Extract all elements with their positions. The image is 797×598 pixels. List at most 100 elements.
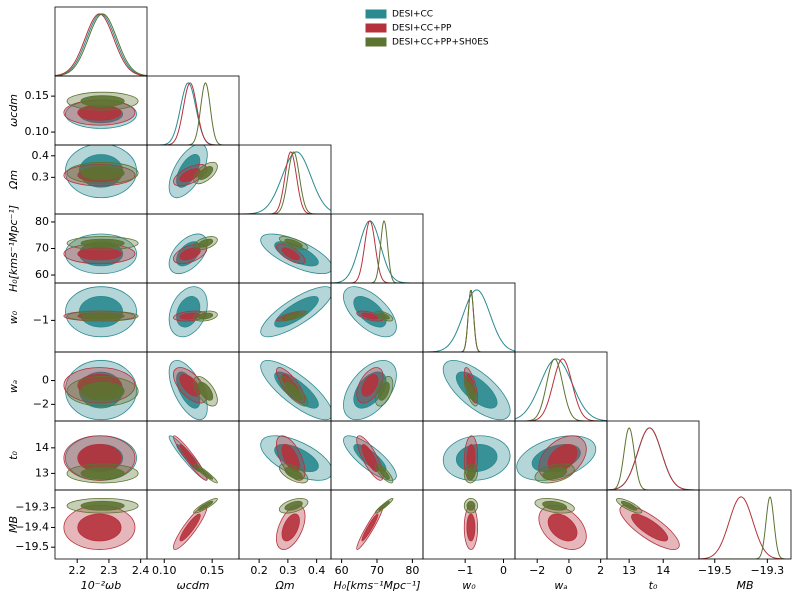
panel [343, 435, 397, 484]
contour [179, 513, 201, 542]
panel [260, 360, 331, 421]
panel [168, 360, 218, 421]
y-axis-label: wₐ [7, 380, 20, 393]
panel [63, 498, 139, 550]
density-curve [699, 496, 791, 559]
x-axis-label: t₀ [649, 579, 658, 592]
y-tick-label: −19.5 [15, 540, 49, 553]
y-tick-label: −19.3 [15, 501, 49, 514]
y-tick-label: 0.10 [25, 125, 50, 138]
x-tick-label: 2 [597, 564, 604, 577]
panel [423, 289, 515, 352]
panel-frame [146, 75, 240, 146]
panel [331, 220, 423, 283]
contour [378, 500, 390, 511]
panel [260, 435, 331, 484]
x-tick-label: 13 [622, 564, 636, 577]
contour [80, 238, 125, 248]
y-axis-label: H₀[kms⁻¹Mpc⁻¹] [7, 205, 20, 292]
panel [55, 13, 147, 76]
density-curve [147, 82, 239, 145]
x-tick-label: 80 [405, 564, 419, 577]
density-curve [55, 13, 147, 76]
y-tick-label: −1 [33, 313, 49, 326]
x-axis-label: Ωm [274, 579, 294, 592]
panel [343, 360, 397, 421]
legend-label: DESI+CC+PP+SH0ES [392, 38, 489, 48]
contour [542, 500, 568, 511]
x-axis-label: ωcdm [177, 579, 210, 592]
contour [197, 312, 214, 320]
panel [463, 498, 478, 550]
y-axis-label: t₀ [7, 451, 20, 460]
legend-swatch [365, 23, 387, 33]
x-tick-label: 14 [656, 564, 670, 577]
contour [80, 312, 125, 320]
panel [168, 286, 218, 338]
y-tick-label: 70 [35, 242, 49, 255]
density-curve [699, 496, 791, 559]
contour [281, 247, 300, 261]
contour [361, 374, 379, 397]
panel [168, 435, 218, 484]
panel [260, 286, 331, 338]
contour [378, 467, 390, 480]
contour [197, 500, 214, 511]
panel [63, 360, 139, 421]
panel [239, 151, 331, 214]
contour [631, 513, 669, 542]
x-tick-label: −19.3 [750, 564, 784, 577]
contour [80, 467, 125, 480]
panel [442, 435, 511, 484]
panel [168, 145, 218, 199]
density-curve [423, 290, 515, 352]
density-curve [515, 358, 607, 421]
contour [466, 513, 476, 542]
panel [356, 498, 394, 550]
panel [260, 233, 331, 275]
y-tick-label: 0.3 [32, 170, 50, 183]
y-tick-label: 0.15 [25, 89, 50, 102]
panel [147, 82, 239, 145]
contour [197, 166, 214, 180]
panel [276, 498, 309, 550]
contour [80, 500, 125, 511]
y-tick-label: 60 [35, 268, 49, 281]
panel [63, 145, 139, 199]
density-curve [607, 427, 699, 490]
y-tick-label: 13 [35, 466, 49, 479]
density-curve [239, 151, 331, 214]
density-curve [607, 427, 699, 490]
x-tick-label: 0 [565, 564, 572, 577]
density-curve [55, 13, 147, 76]
contour [284, 381, 303, 401]
contour [281, 513, 300, 542]
contour [80, 166, 125, 180]
panel [168, 233, 218, 275]
x-tick-label: 0.3 [279, 564, 297, 577]
x-tick-label: 60 [335, 564, 349, 577]
panel-frame [422, 282, 516, 353]
panel [63, 435, 139, 484]
legend-label: DESI+CC [392, 10, 433, 20]
x-tick-label: 0.2 [250, 564, 268, 577]
panel [616, 498, 680, 550]
contour [361, 312, 379, 320]
density-curve [607, 427, 699, 490]
y-tick-label: 14 [35, 441, 49, 454]
contour [378, 312, 390, 320]
panel [63, 91, 139, 129]
density-curve [239, 151, 331, 214]
x-axis-label: w₀ [462, 579, 476, 592]
legend: DESI+CC DESI+CC+PP DESI+CC+PP+SH0ES [365, 9, 489, 48]
x-tick-label: 2.3 [100, 564, 118, 577]
contour [284, 467, 303, 480]
contour [455, 444, 498, 473]
x-tick-label: 0.10 [152, 564, 177, 577]
density-curve [331, 220, 423, 283]
x-axis-label: H₀[kms⁻¹Mpc⁻¹] [333, 579, 420, 592]
density-curve [515, 358, 607, 421]
contour [284, 500, 303, 511]
x-tick-label: 2.4 [132, 564, 150, 577]
x-tick-label: 70 [370, 564, 384, 577]
